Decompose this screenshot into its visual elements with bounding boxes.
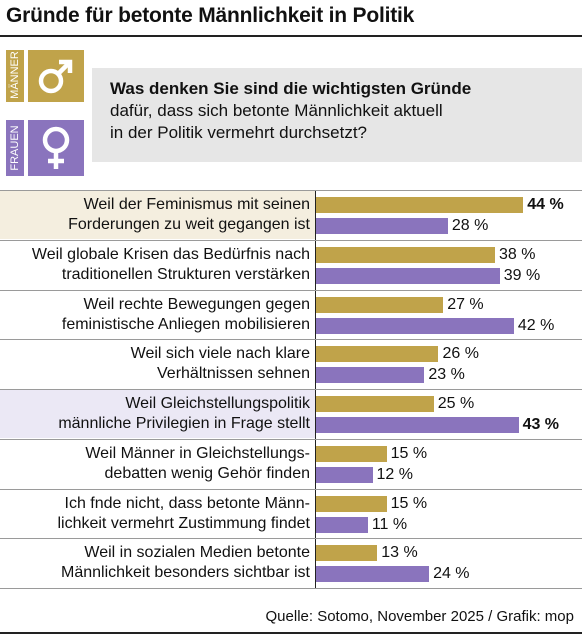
row-separator: [0, 588, 582, 589]
question-line-3: in der Politik vermehrt durchsetzt?: [110, 123, 367, 142]
row-separator: [0, 389, 582, 390]
bar-chart: Weil der Feminismus mit seinen Forderunge…: [0, 190, 582, 589]
bar-men: [316, 197, 524, 213]
source-note: Quelle: Sotomo, November 2025 / Grafik: …: [265, 608, 574, 625]
bar-men: [316, 445, 387, 462]
category-label-line: Weil globale Krisen das Bedürfnis nach: [31, 245, 310, 263]
category-label-line: Weil der Feminismus mit seinen: [83, 196, 310, 213]
question-line-1: Was denken Sie sind die wichtigsten Grün…: [110, 79, 472, 98]
value-label-men: 13 %: [381, 544, 418, 562]
value-label-women: 28 %: [451, 217, 489, 234]
bar-men: [316, 346, 439, 363]
category-label: Ich fnde nicht, dass betonte Männ-lichke…: [0, 494, 310, 534]
bar-women: [316, 516, 368, 533]
category-label-line: Ich fnde nicht, dass betonte Männ-: [64, 494, 310, 512]
bar-women: [316, 417, 519, 433]
bar-women: [316, 367, 425, 384]
category-label: Weil in sozialen Medien betonte Männlichk…: [0, 543, 310, 583]
category-label-line: Weil in sozialen Medien betonte: [84, 544, 310, 562]
bar-men: [316, 396, 434, 412]
category-label-line: Weil Gleichstellungspolitik: [125, 395, 310, 412]
value-label-men: 25 %: [437, 395, 475, 412]
category-label: Weil rechte Bewegungen gegen feministisch…: [0, 295, 310, 335]
row-separator: [0, 239, 582, 241]
question-box: Was denken Sie sind die wichtigsten Grün…: [92, 68, 582, 162]
category-label-line: Weil rechte Bewegungen gegen: [83, 295, 310, 313]
value-label-women: 11 %: [371, 515, 408, 533]
category-label: Weil globale Krisen das Bedürfnis nach tr…: [0, 245, 310, 285]
legend-men-strip: [6, 50, 24, 102]
category-label-line: Weil Männer in Gleichstellungs-: [85, 444, 310, 462]
row-separator: [0, 289, 582, 291]
category-label-line: lichkeit vermehrt Zustimmung findet: [57, 514, 310, 532]
row-separator: [0, 339, 582, 341]
category-label: Weil Gleichstellungspolitik männliche Pri…: [0, 394, 310, 434]
value-label-women: 39 %: [503, 266, 541, 284]
category-label-line: männliche Privilegien in Frage stellt: [58, 415, 310, 432]
bar-men: [316, 495, 387, 512]
question-line-2: dafür, dass sich betonte Männlichkeit ak…: [110, 101, 443, 120]
legend-men-box: [28, 50, 84, 102]
value-label-men: 15 %: [390, 494, 428, 512]
value-label-women: 42 %: [517, 316, 555, 334]
row-separator: [0, 538, 582, 540]
bar-men: [316, 545, 378, 562]
row-separator: [0, 488, 582, 490]
category-label: Weil der Feminismus mit seinen Forderunge…: [0, 195, 310, 235]
value-label-women: 24 %: [433, 565, 470, 583]
bottom-rule: [0, 632, 582, 634]
top-rule: [0, 35, 582, 37]
bar-men: [316, 246, 496, 263]
row-separator: [0, 190, 582, 191]
chart-title: Gründe für betonte Männlichkeit in Polit…: [6, 4, 415, 27]
category-label: Weil sich viele nach klare Verhältnissen …: [0, 344, 310, 384]
category-label-line: feministische Anliegen mobilisieren: [61, 315, 310, 333]
legend-women-box: [28, 120, 84, 176]
value-label-women: 23 %: [428, 366, 465, 384]
female-symbol-icon: [42, 126, 70, 169]
bar-women: [316, 317, 514, 334]
row-highlight: [0, 191, 315, 239]
value-label-men: 15 %: [390, 444, 428, 462]
legend-women-strip: [6, 120, 24, 176]
bar-women: [316, 267, 500, 284]
value-label-women: 12 %: [376, 465, 413, 483]
category-label-line: Verhältnissen sehnen: [157, 365, 310, 383]
bar-women: [316, 466, 373, 483]
category-label-line: traditionellen Strukturen verstärken: [61, 265, 310, 283]
bar-women: [316, 566, 430, 583]
legend-women-label: FRAUEN: [9, 125, 21, 171]
category-label-line: Weil sich viele nach klare: [130, 345, 310, 363]
row-highlight: [0, 390, 315, 438]
value-label-men: 38 %: [499, 245, 536, 263]
row-separator: [0, 438, 582, 440]
category-label: Weil Männer in Gleichstellungs-debatten …: [0, 444, 310, 484]
value-label-men: 27 %: [447, 295, 484, 313]
category-label-line: Männlichkeit besonders sichtbar ist: [60, 564, 310, 582]
male-symbol-icon: [38, 59, 73, 94]
category-label-line: debatten wenig Gehör finden: [104, 464, 310, 482]
bar-women: [316, 218, 448, 234]
category-label-line: Forderungen zu weit gegangen ist: [68, 216, 310, 233]
legend-men-label: MÄNNER: [9, 51, 21, 99]
bar-men: [316, 296, 444, 313]
value-label-men: 44 %: [527, 196, 564, 213]
value-label-women: 43 %: [522, 416, 560, 433]
value-label-men: 26 %: [442, 345, 479, 363]
